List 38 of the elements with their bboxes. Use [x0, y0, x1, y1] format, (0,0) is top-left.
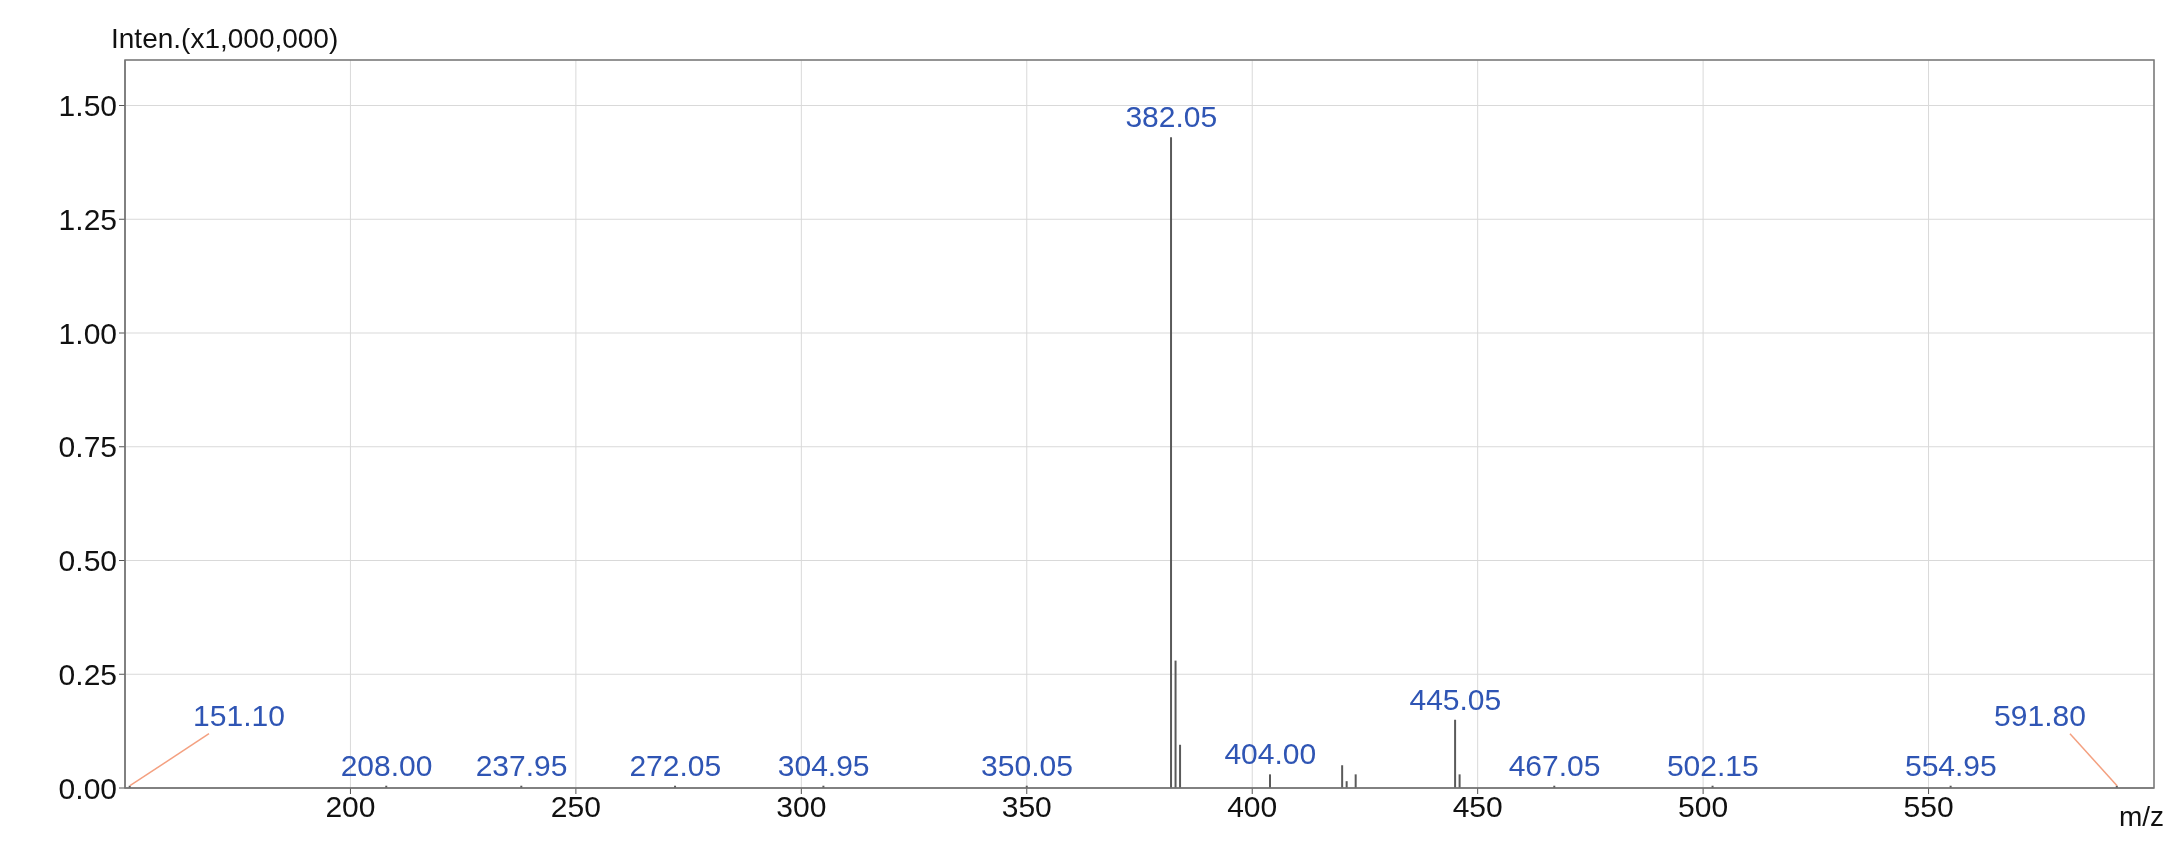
annotation: 350.05 [981, 748, 1073, 782]
x-axis-title: m/z [2118, 801, 2164, 832]
y-tick-label: 1.25 [58, 202, 117, 236]
annotation: 208.00 [340, 748, 433, 782]
y-tick-label: 0.50 [58, 544, 117, 578]
y-axis-title: Inten.(x1,000,000) [111, 23, 339, 54]
x-tick-label: 250 [550, 790, 601, 824]
bar [1174, 660, 1177, 788]
x-tick-label: 200 [325, 790, 376, 824]
annotation: 502.15 [1666, 748, 1759, 782]
annotation: 467.05 [1508, 748, 1601, 782]
x-tick-label: 500 [1678, 790, 1729, 824]
x-tick-label: 300 [776, 790, 827, 824]
y-tick-label: 0.25 [58, 657, 117, 691]
x-tick-label: 350 [1001, 790, 1052, 824]
annotation: 382.05 [1125, 100, 1218, 134]
x-tick-label: 550 [1903, 790, 1954, 824]
y-tick-label: 1.50 [58, 89, 117, 123]
y-tick-label: 0.75 [58, 430, 117, 464]
annotation: 151.10 [193, 698, 285, 732]
y-tick-label: 1.00 [58, 316, 117, 350]
bar [1179, 744, 1182, 788]
annotation: 272.05 [629, 748, 722, 782]
annotation: 404.00 [1224, 737, 1317, 771]
bar [1354, 774, 1357, 788]
annotation: 591.80 [1994, 698, 2086, 732]
bar [1454, 719, 1457, 788]
annotation: 554.95 [1904, 748, 1997, 782]
bar [1458, 774, 1461, 788]
bar [1341, 765, 1344, 788]
annotation: 445.05 [1409, 682, 1502, 716]
x-tick-label: 450 [1452, 790, 1503, 824]
y-tick-label: 0.00 [58, 771, 117, 805]
annotation: 237.95 [475, 748, 568, 782]
x-tick-label: 400 [1227, 790, 1278, 824]
bar [1170, 137, 1173, 788]
bar [1269, 774, 1271, 788]
annotation: 304.95 [777, 748, 870, 782]
